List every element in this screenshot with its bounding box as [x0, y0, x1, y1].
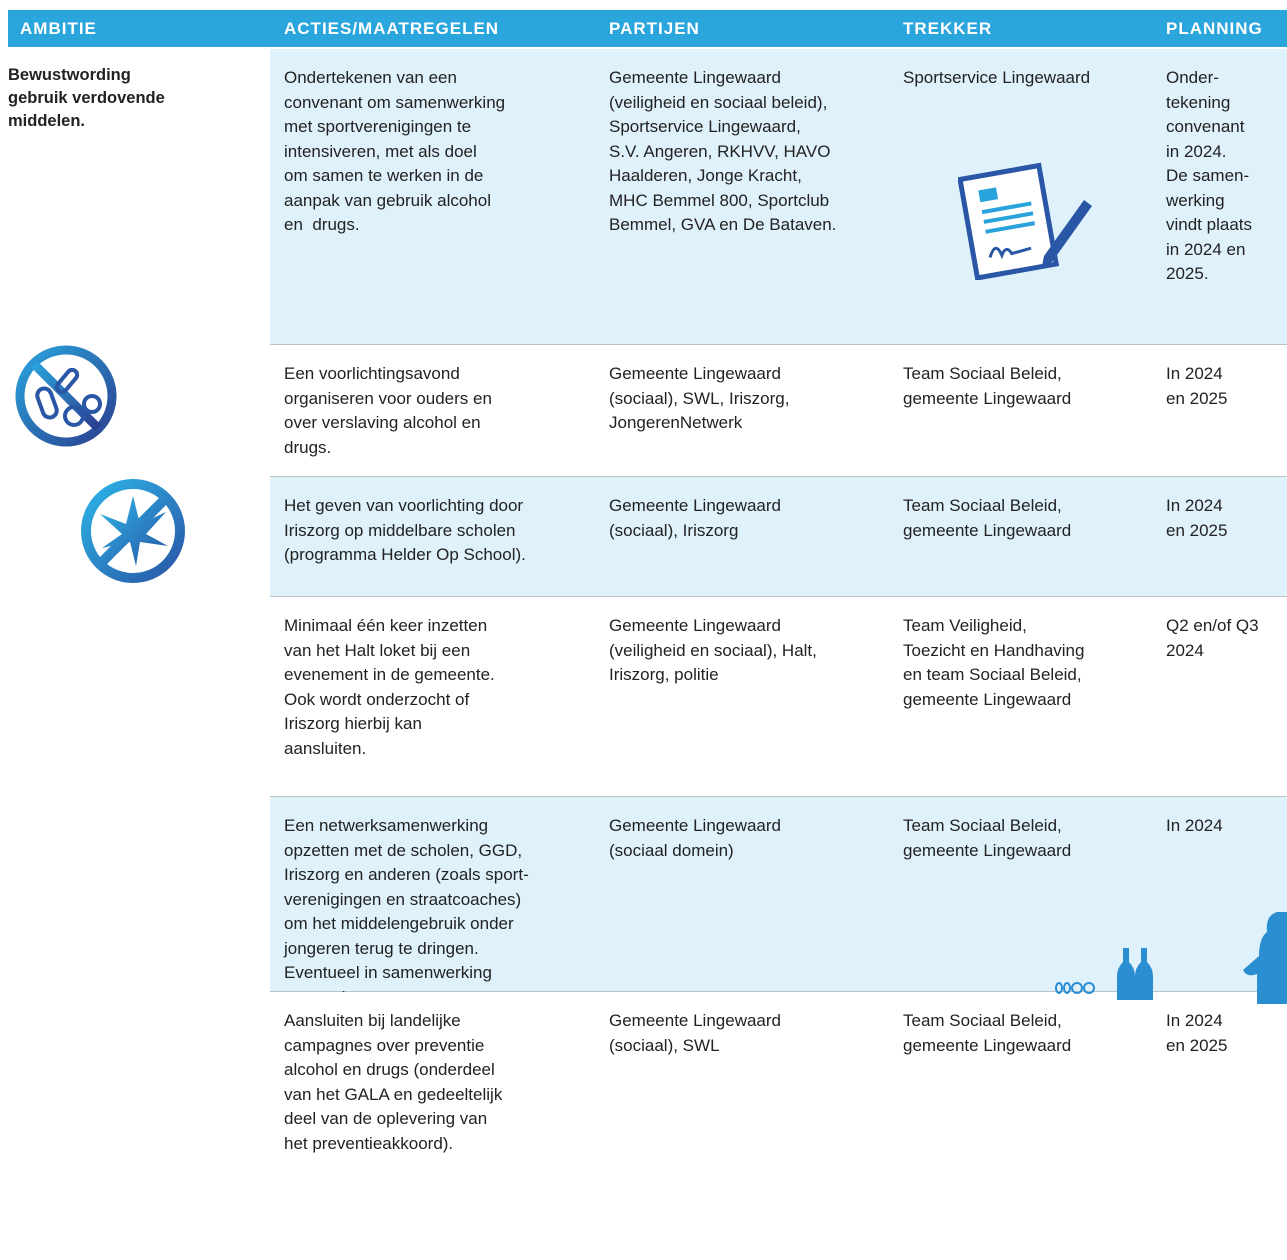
ambitie-text: Bewustwording gebruik verdovende middele… [8, 66, 165, 130]
column-header: TREKKER [903, 19, 993, 38]
partijen-cell: Gemeente Lingewaard (sociaal), SWL [609, 1011, 782, 1055]
partijen-cell: Gemeente Lingewaard (sociaal), SWL, Iris… [609, 364, 790, 432]
acties-cell: Het geven van voorlichting door Iriszorg… [284, 496, 526, 564]
planning-cell: In 2024 en 2025 [1166, 364, 1228, 408]
planning-cell: Onder- tekening convenant in 2024. De sa… [1166, 68, 1252, 283]
table-row [270, 992, 1287, 1260]
partijen-cell: Gemeente Lingewaard (veiligheid en socia… [609, 68, 837, 234]
column-header: ACTIES/MAATREGELEN [284, 19, 500, 38]
partijen-cell: Gemeente Lingewaard (veiligheid en socia… [609, 616, 817, 684]
trekker-cell: Team Veiligheid, Toezicht en Handhaving … [903, 616, 1085, 709]
trekker-cell: Team Sociaal Beleid, gemeente Lingewaard [903, 1011, 1072, 1055]
planning-cell: Q2 en/of Q3 2024 [1166, 616, 1259, 660]
column-header: PARTIJEN [609, 19, 700, 38]
no-cannabis-icon [81, 479, 185, 583]
table-row [270, 797, 1287, 992]
drugs-alcohol-icon [1055, 912, 1287, 1004]
planning-cell: In 2024 [1166, 816, 1223, 835]
table-row [270, 597, 1287, 797]
header-bar [8, 10, 1287, 47]
table-row [270, 49, 1287, 345]
trekker-cell: Team Sociaal Beleid, gemeente Lingewaard [903, 496, 1072, 540]
partijen-cell: Gemeente Lingewaard (sociaal), Iriszorg [609, 496, 782, 540]
column-header: PLANNING [1166, 19, 1263, 38]
trekker-cell: Sportservice Lingewaard [903, 68, 1091, 87]
table-row [270, 345, 1287, 477]
acties-cell: Minimaal één keer inzetten van het Halt … [284, 616, 495, 758]
planning-cell: In 2024 en 2025 [1166, 1011, 1228, 1055]
column-header: AMBITIE [20, 19, 97, 38]
partijen-cell: Gemeente Lingewaard (sociaal domein) [609, 816, 782, 860]
planning-cell: In 2024 en 2025 [1166, 496, 1228, 540]
table-row [270, 477, 1287, 597]
trekker-cell: Team Sociaal Beleid, gemeente Lingewaard [903, 364, 1072, 408]
acties-cell: Een netwerksamenwerking opzetten met de … [284, 816, 529, 1007]
no-pills-icon [15, 345, 117, 447]
acties-cell: Een voorlichtingsavond organiseren voor … [284, 364, 492, 457]
acties-cell: Aansluiten bij landelijke campagnes over… [284, 1011, 503, 1153]
contract-icon [958, 162, 1092, 280]
trekker-cell: Team Sociaal Beleid, gemeente Lingewaard [903, 816, 1072, 860]
acties-cell: Ondertekenen van een convenant om samenw… [284, 68, 506, 234]
